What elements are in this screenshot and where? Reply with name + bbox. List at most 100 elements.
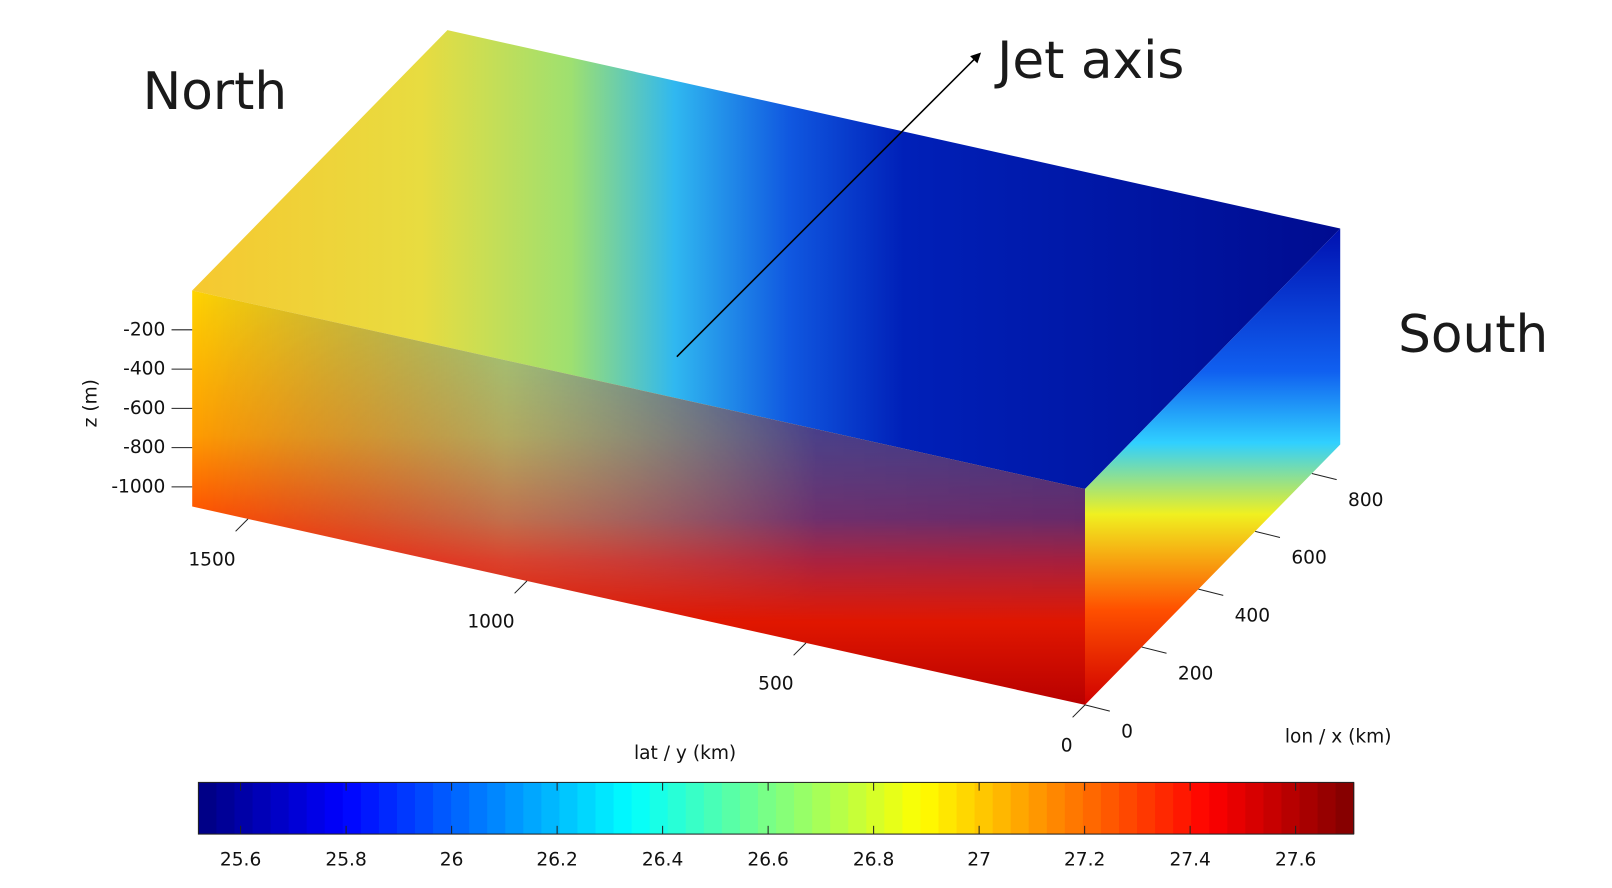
colorbar-swatch bbox=[1336, 782, 1355, 834]
colorbar-swatch bbox=[271, 782, 290, 834]
x-tick-label: 600 bbox=[1291, 548, 1326, 569]
colorbar-tick-label: 26.8 bbox=[853, 849, 894, 870]
colorbar-tick-label: 27.6 bbox=[1275, 849, 1316, 870]
page: North Jet axis South lon / x (km) lat / … bbox=[0, 0, 1612, 888]
z-tick-label: -200 bbox=[123, 319, 165, 340]
colorbar-swatch bbox=[559, 782, 578, 834]
colorbar-swatch bbox=[289, 782, 308, 834]
colorbar-swatch bbox=[451, 782, 470, 834]
colorbar-swatch bbox=[1083, 782, 1102, 834]
x-tick bbox=[1255, 531, 1280, 537]
colorbar-swatch bbox=[505, 782, 524, 834]
colorbar-swatch bbox=[361, 782, 380, 834]
y-tick-label: 500 bbox=[758, 674, 793, 695]
colorbar-swatch bbox=[776, 782, 795, 834]
colorbar-swatch bbox=[866, 782, 885, 834]
colorbar-swatch bbox=[1137, 782, 1156, 834]
colorbar-swatch bbox=[957, 782, 976, 834]
y-tick bbox=[794, 643, 806, 655]
colorbar-swatch bbox=[614, 782, 633, 834]
colorbar-swatch bbox=[812, 782, 831, 834]
colorbar-swatch bbox=[1245, 782, 1264, 834]
colorbar-swatch bbox=[1300, 782, 1319, 834]
colorbar-swatch bbox=[1263, 782, 1282, 834]
colorbar-swatch bbox=[1281, 782, 1300, 834]
colorbar-tick-label: 26.4 bbox=[642, 849, 683, 870]
colorbar-swatch bbox=[848, 782, 867, 834]
x-axis-label: lon / x (km) bbox=[1285, 726, 1392, 747]
y-tick bbox=[1073, 705, 1085, 717]
colorbar-swatch bbox=[758, 782, 777, 834]
y-axis-label: lat / y (km) bbox=[634, 743, 736, 764]
colorbar-swatch bbox=[740, 782, 759, 834]
z-tick-label: -800 bbox=[123, 437, 165, 458]
colorbar-swatch bbox=[577, 782, 596, 834]
colorbar-swatch bbox=[379, 782, 398, 834]
colorbar-swatch bbox=[632, 782, 651, 834]
y-tick-label: 1500 bbox=[188, 550, 235, 571]
colorbar-swatch bbox=[1047, 782, 1066, 834]
colorbar-swatch bbox=[1065, 782, 1084, 834]
y-tick-label: 0 bbox=[1061, 736, 1073, 757]
colorbar-swatch bbox=[415, 782, 434, 834]
colorbar-swatch bbox=[830, 782, 849, 834]
colorbar-swatch bbox=[686, 782, 705, 834]
figure: North Jet axis South lon / x (km) lat / … bbox=[0, 0, 1612, 888]
colorbar-tick-label: 27.2 bbox=[1064, 849, 1105, 870]
south-label: South bbox=[1398, 305, 1548, 365]
y-tick bbox=[236, 519, 248, 531]
colorbar-swatch bbox=[1173, 782, 1192, 834]
colorbar-tick-label: 25.6 bbox=[220, 849, 261, 870]
x-tick bbox=[1198, 589, 1223, 595]
colorbar-swatch bbox=[902, 782, 921, 834]
colorbar-swatch bbox=[1191, 782, 1210, 834]
colorbar-tick-label: 26.6 bbox=[747, 849, 788, 870]
colorbar-swatch bbox=[469, 782, 488, 834]
colorbar-swatch bbox=[198, 782, 217, 834]
colorbar-swatch bbox=[1119, 782, 1138, 834]
x-tick bbox=[1085, 705, 1110, 711]
colorbar-swatch bbox=[253, 782, 272, 834]
colorbar-tick-label: 27 bbox=[967, 849, 991, 870]
y-tick bbox=[515, 581, 527, 593]
colorbar-swatch bbox=[307, 782, 326, 834]
volume bbox=[192, 30, 1340, 705]
colorbar: 25.6 25.8 26 26.2 26.4 26.6 26.8 27 27.2 27.4 27.6 bbox=[198, 782, 1354, 870]
colorbar-swatch bbox=[397, 782, 416, 834]
x-tick-label: 400 bbox=[1235, 606, 1270, 627]
colorbar-swatch bbox=[216, 782, 235, 834]
x-tick-label: 0 bbox=[1121, 721, 1133, 742]
colorbar-swatch bbox=[722, 782, 741, 834]
colorbar-swatch bbox=[596, 782, 615, 834]
colorbar-swatch bbox=[650, 782, 669, 834]
colorbar-swatch bbox=[235, 782, 254, 834]
colorbar-swatch bbox=[1227, 782, 1246, 834]
z-tick-label: -600 bbox=[123, 398, 165, 419]
colorbar-swatch bbox=[325, 782, 344, 834]
colorbar-swatch bbox=[993, 782, 1012, 834]
z-axis-label: z (m) bbox=[80, 379, 101, 427]
colorbar-tick-label: 25.8 bbox=[325, 849, 366, 870]
colorbar-tick-label: 27.4 bbox=[1169, 849, 1210, 870]
colorbar-swatch bbox=[1209, 782, 1228, 834]
colorbar-swatch bbox=[920, 782, 939, 834]
colorbar-tick-label: 26.2 bbox=[536, 849, 577, 870]
colorbar-swatch bbox=[884, 782, 903, 834]
x-tick-label: 800 bbox=[1348, 490, 1383, 511]
colorbar-swatch bbox=[1155, 782, 1174, 834]
z-tick-label: -1000 bbox=[111, 476, 165, 497]
colorbar-swatch bbox=[1011, 782, 1030, 834]
colorbar-swatch bbox=[704, 782, 723, 834]
colorbar-swatch bbox=[1318, 782, 1337, 834]
colorbar-swatch bbox=[433, 782, 452, 834]
colorbar-swatch bbox=[938, 782, 957, 834]
colorbar-swatch bbox=[668, 782, 687, 834]
z-tick-label: -400 bbox=[123, 359, 165, 380]
colorbar-swatch bbox=[975, 782, 994, 834]
colorbar-tick-label: 26 bbox=[440, 849, 464, 870]
colorbar-swatch bbox=[1029, 782, 1048, 834]
x-tick bbox=[1142, 647, 1167, 653]
colorbar-swatch bbox=[1101, 782, 1120, 834]
x-tick bbox=[1312, 473, 1337, 479]
x-tick-label: 200 bbox=[1178, 663, 1213, 684]
